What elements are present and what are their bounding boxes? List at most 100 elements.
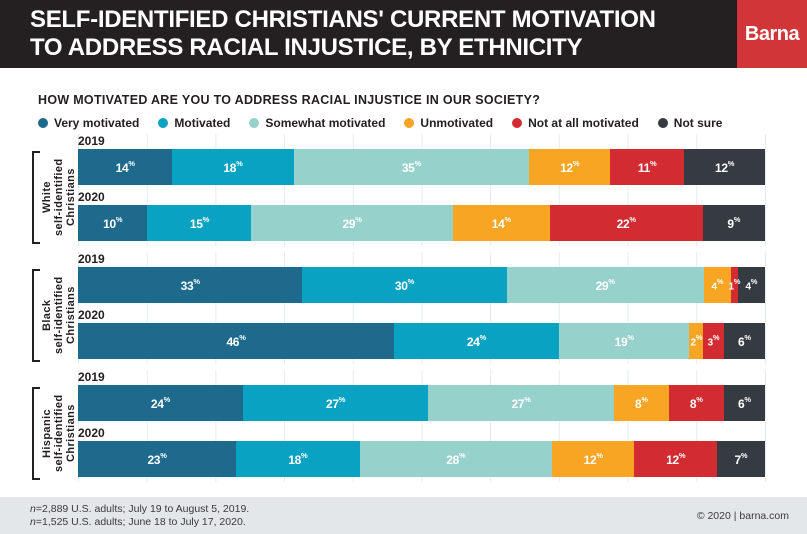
- spacer: [0, 488, 807, 497]
- footer-credit: © 2020 | barna.com: [696, 509, 789, 522]
- percent-sign: %: [459, 450, 466, 460]
- bar-row: 2019 33% 30% 29% 4% 1% 4%: [78, 252, 765, 303]
- percent-sign: %: [733, 214, 741, 224]
- segment-value: 18: [288, 452, 302, 467]
- group-label-line: Hispanic: [41, 408, 53, 459]
- legend-item: Not sure: [657, 116, 722, 130]
- segment-value-label: 24%: [466, 332, 487, 349]
- percent-sign: %: [727, 158, 735, 168]
- segment-value-label: 33%: [181, 277, 200, 293]
- segment-value-label: 22%: [617, 215, 636, 231]
- segment-value-label: 30%: [394, 277, 414, 293]
- percent-sign: %: [236, 158, 243, 168]
- segment-value-label: 4%: [711, 277, 724, 293]
- percent-sign: %: [338, 394, 346, 404]
- group-label-line: Black: [41, 299, 53, 332]
- bar-segment: 27%: [242, 385, 429, 421]
- year-label: 2019: [78, 134, 105, 148]
- segment-value-label: 11%: [638, 159, 657, 175]
- bar-segment: 24%: [78, 385, 243, 421]
- bar-segment: 29%: [506, 267, 704, 303]
- header: SELF-IDENTIFIED CHRISTIANS' CURRENT MOTI…: [0, 0, 807, 68]
- segment-value: 46: [226, 334, 240, 349]
- segment-value: 24: [150, 396, 164, 411]
- segment-value-label: 12%: [666, 451, 685, 467]
- page-title-line-2: TO ADDRESS RACIAL INJUSTICE, BY ETHNICIT…: [30, 34, 583, 61]
- segment-value: 12: [560, 160, 573, 175]
- bar-row: 2019 24% 27% 27% 8% 8% 6%: [78, 370, 765, 421]
- bar-segment: 12%: [529, 149, 611, 185]
- segment-value: 18: [223, 160, 237, 175]
- bar-segment: 14%: [452, 205, 550, 241]
- segment-value-label: 24%: [150, 395, 170, 411]
- segment-value: 4: [711, 281, 718, 293]
- stacked-bar: 46% 24% 19% 2% 3% 6%: [78, 323, 765, 359]
- legend-label: Unmotivated: [420, 116, 494, 130]
- bar-segment: 2%: [689, 323, 704, 359]
- legend-label: Not at all motivated: [528, 116, 639, 130]
- bar-segment: 3%: [703, 323, 724, 359]
- percent-sign: %: [524, 394, 531, 404]
- page-title-line-1: SELF-IDENTIFIED CHRISTIANS' CURRENT MOTI…: [30, 6, 656, 33]
- percent-sign: %: [750, 276, 758, 286]
- segment-value: 14: [115, 160, 129, 175]
- segment-value: 4: [745, 281, 752, 293]
- bar-segment: 10%: [78, 205, 148, 241]
- stacked-bar: 23% 18% 28% 12% 12% 7%: [78, 441, 765, 477]
- segment-value: 12: [583, 452, 597, 467]
- percent-sign: %: [627, 332, 634, 342]
- legend-swatch-icon: [657, 118, 668, 128]
- segment-value: 6: [737, 396, 745, 411]
- percent-sign: %: [740, 450, 748, 460]
- legend-item: Very motivated: [38, 116, 139, 130]
- percent-sign: %: [572, 158, 580, 168]
- chart: White self-identified Christians 2019 14% 18%…: [30, 134, 807, 488]
- segment-value-label: 10%: [103, 215, 122, 231]
- stacked-bar: 24% 27% 27% 8% 8% 6%: [78, 385, 765, 421]
- bar-segment: 8%: [613, 385, 669, 421]
- bar-segment: 24%: [394, 323, 559, 359]
- group-label-line: self-identified: [53, 158, 65, 237]
- footer: n=2,889 U.S. adults; July 19 to August 5…: [0, 497, 807, 534]
- group-label-column: White self-identified Christians: [30, 134, 78, 246]
- segment-value-label: 35%: [401, 159, 421, 175]
- percent-sign: %: [504, 214, 511, 224]
- segment-value: 19: [614, 334, 628, 349]
- bar-segment: 7%: [716, 441, 765, 477]
- segment-value: 30: [394, 278, 408, 293]
- segment-value-label: 3%: [708, 333, 720, 348]
- segment-value: 2: [690, 337, 696, 349]
- chart-group: Hispanic self-identified Christians 2019 24%…: [30, 370, 807, 482]
- legend-swatch-icon: [38, 118, 48, 128]
- chart-question: HOW MOTIVATED ARE YOU TO ADDRESS RACIAL …: [38, 93, 541, 107]
- bar-segment: 9%: [702, 205, 765, 241]
- bar-segment: 33%: [78, 267, 303, 303]
- stacked-bar: 14% 18% 35% 12% 11% 12%: [78, 149, 765, 185]
- segment-value: 24: [466, 334, 480, 349]
- bar-segment: 6%: [723, 323, 765, 359]
- legend-item: Motivated: [158, 116, 230, 130]
- group-label: White self-identified Christians: [41, 151, 77, 244]
- segment-value: 1: [728, 281, 735, 293]
- bar-row: 2019 14% 18% 35% 12% 11% 12%: [78, 134, 765, 185]
- legend-item: Somewhat motivated: [249, 116, 385, 130]
- percent-sign: %: [128, 158, 135, 168]
- year-label: 2020: [78, 426, 105, 440]
- legend: Very motivated Motivated Somewhat motivate…: [38, 116, 807, 130]
- segment-value: 29: [342, 216, 356, 231]
- percent-sign: %: [641, 394, 648, 404]
- footer-notes: n=2,889 U.S. adults; July 19 to August 5…: [30, 503, 249, 529]
- group-label-line: Christians: [65, 168, 77, 227]
- segment-value-label: 46%: [226, 333, 245, 349]
- group-bracket: [32, 269, 40, 362]
- bar-segment: 46%: [78, 323, 395, 359]
- bar-segment: 8%: [668, 385, 724, 421]
- bar-segment: 14%: [78, 149, 173, 185]
- percent-sign: %: [479, 332, 487, 342]
- segment-value-label: 14%: [492, 214, 511, 231]
- legend-swatch-icon: [512, 118, 523, 128]
- segment-value-label: 27%: [326, 394, 346, 411]
- segment-value: 35: [401, 160, 415, 175]
- footer-note: n=1,525 U.S. adults; June 18 to July 17,…: [30, 515, 246, 528]
- chart-group: Black self-identified Christians 2019 33% 30%…: [30, 252, 807, 364]
